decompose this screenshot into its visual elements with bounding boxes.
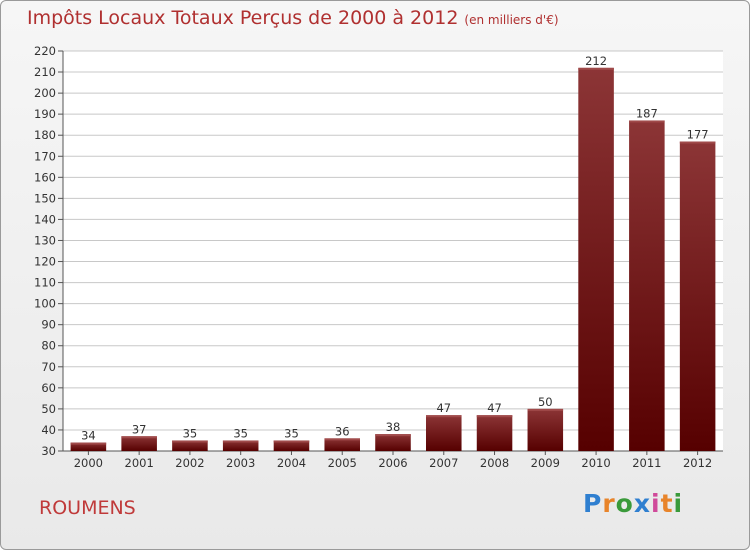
bar-2009[interactable] (527, 408, 564, 451)
value-label-2003: 35 (233, 426, 248, 440)
y-tick-label: 210 (34, 65, 56, 79)
value-label-2008: 47 (487, 401, 502, 415)
y-tick-label: 150 (34, 191, 56, 205)
x-tick-label-2003: 2003 (226, 456, 255, 470)
bar-2011[interactable] (629, 120, 665, 451)
y-tick-label: 160 (34, 170, 56, 184)
bar-2012[interactable] (679, 141, 716, 452)
logo-letter: P (583, 489, 603, 518)
value-label-2002: 35 (183, 426, 198, 440)
bar-top-edge (70, 442, 107, 445)
y-tick-label: 100 (34, 297, 56, 311)
logo-letter: o (615, 489, 634, 518)
y-tick-label: 130 (34, 233, 56, 247)
proxiti-logo[interactable]: Proxiti (583, 489, 683, 518)
y-tick-label: 170 (34, 149, 56, 163)
y-tick-label: 200 (34, 86, 56, 100)
y-tick-label: 180 (34, 128, 56, 142)
bar-top-edge (476, 415, 513, 418)
x-tick-label-2000: 2000 (74, 456, 103, 470)
y-tick-label: 220 (34, 44, 56, 58)
x-tick-label-2004: 2004 (277, 456, 306, 470)
bar-2006[interactable] (375, 434, 411, 451)
bar-2010[interactable] (578, 67, 614, 451)
bar-2001[interactable] (121, 436, 157, 451)
y-tick-label: 120 (34, 255, 56, 269)
bar-2000[interactable] (70, 442, 107, 451)
logo-letter: i (651, 489, 661, 518)
value-label-2010: 212 (585, 54, 607, 68)
chart-unit: (en milliers d'€) (464, 13, 559, 27)
logo-letter: i (673, 489, 684, 518)
y-tick-label: 90 (41, 318, 56, 332)
bar-2004[interactable] (273, 440, 310, 451)
x-tick-label-2010: 2010 (581, 456, 610, 470)
y-tick-label: 110 (34, 276, 56, 290)
grid-lines (63, 50, 723, 452)
y-tick-label: 140 (34, 212, 56, 226)
x-tick-label-2002: 2002 (175, 456, 204, 470)
bar-top-edge (375, 434, 411, 437)
logo-letter: x (633, 489, 651, 518)
y-tick-label: 40 (41, 423, 56, 437)
y-tick-label: 80 (41, 339, 56, 353)
bar-2003[interactable] (222, 440, 259, 451)
bar-top-edge (629, 120, 665, 123)
x-tick-label-2008: 2008 (480, 456, 509, 470)
plot-area (63, 51, 723, 451)
axes: 30 40 50 60 70 80 90 100 110 120 130 140 150 160 170 18… (34, 44, 723, 470)
x-tick-label-2001: 2001 (125, 456, 154, 470)
x-tick-label-2006: 2006 (378, 456, 407, 470)
bar-2008[interactable] (476, 415, 513, 451)
value-label-2004: 35 (284, 426, 299, 440)
bar-2007[interactable] (426, 415, 462, 451)
bar-top-edge (121, 436, 157, 439)
data-labels: 34 37 35 35 35 36 38 47 47 50 212 187 177 (81, 54, 709, 443)
bar-top-edge (273, 440, 310, 443)
value-label-2000: 34 (81, 429, 96, 443)
place-name: ROUMENS (39, 497, 136, 519)
value-label-2005: 36 (335, 424, 350, 438)
value-label-2012: 177 (687, 128, 709, 142)
x-tick-label-2007: 2007 (429, 456, 458, 470)
x-tick-label-2012: 2012 (683, 456, 712, 470)
y-tick-label: 70 (41, 360, 56, 374)
x-tick-label-2011: 2011 (632, 456, 661, 470)
y-tick-label: 190 (34, 107, 56, 121)
y-tick-label: 50 (41, 402, 56, 416)
bar-top-edge (172, 440, 208, 443)
bar-top-edge (324, 438, 360, 441)
bar-top-edge (222, 440, 259, 443)
y-tick-label: 60 (41, 381, 56, 395)
value-label-2006: 38 (386, 420, 401, 434)
bar-top-edge (527, 408, 564, 411)
bar-2005[interactable] (324, 438, 360, 451)
value-label-2007: 47 (436, 401, 451, 415)
chart-title: Impôts Locaux Totaux Perçus de 2000 à 20… (27, 7, 559, 29)
bars (70, 67, 716, 452)
logo-letter: t (660, 489, 674, 518)
value-label-2001: 37 (132, 422, 147, 436)
bar-top-edge (578, 67, 614, 70)
value-label-2011: 187 (636, 106, 658, 120)
x-tick-label-2005: 2005 (328, 456, 357, 470)
y-tick-label: 30 (41, 444, 56, 458)
x-tick-label-2009: 2009 (531, 456, 560, 470)
value-label-2009: 50 (538, 395, 553, 409)
bar-top-edge (679, 141, 716, 144)
chart-title-text: Impôts Locaux Totaux Perçus de 2000 à 20… (27, 7, 459, 29)
logo-letter: r (602, 489, 616, 518)
bar-top-edge (426, 415, 462, 418)
bar-2002[interactable] (172, 440, 208, 451)
